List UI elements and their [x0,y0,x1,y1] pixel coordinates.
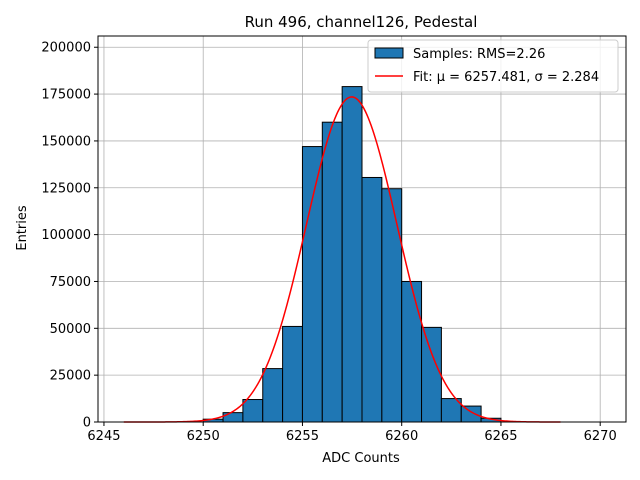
y-tick-label: 75000 [50,275,91,290]
x-tick-label: 6245 [87,429,120,444]
plot-frame [97,35,627,423]
legend-histogram-label: Samples: RMS=2.26 [413,47,545,62]
histogram-bar [301,146,323,423]
x-tick-label: 6270 [584,429,617,444]
histogram-bar [222,412,244,423]
legend-frame [367,39,619,93]
y-tick-label: 150000 [41,134,91,149]
y-axis-ticks: 0 25000 50000 75000 100000 125000 150000 175000… [41,41,98,431]
y-tick-label: 175000 [41,88,91,103]
histogram-bar [321,121,343,423]
x-tick-label: 6255 [286,429,319,444]
legend: Samples: RMS=2.26 Fit: μ = 6257.481, σ =… [367,39,619,93]
histogram-bars [202,86,502,423]
x-tick-label: 6260 [385,429,418,444]
y-tick-label: 200000 [41,41,91,56]
histogram-bar [262,368,284,423]
histogram-bar [421,326,442,423]
x-axis-ticks: 6245 6250 6255 6260 6265 6270 [87,422,617,444]
y-tick-label: 100000 [41,228,91,243]
x-axis-label: ADC Counts [322,451,400,466]
histogram-bar [341,86,363,423]
chart-title: Run 496, channel126, Pedestal [245,13,478,31]
fit-curve [123,96,561,423]
y-tick-label: 125000 [41,181,91,196]
x-tick-label: 6250 [187,429,220,444]
legend-fit-label: Fit: μ = 6257.481, σ = 2.284 [413,70,599,85]
y-tick-label: 25000 [50,369,91,384]
x-tick-label: 6265 [484,429,517,444]
y-axis-label: Entries [15,205,30,251]
histogram-bar [361,176,383,423]
legend-histogram-patch [374,47,404,59]
y-tick-label: 0 [83,416,91,431]
histogram-bar [381,188,403,423]
histogram-bar [242,399,264,423]
histogram-bar [460,405,482,423]
y-tick-label: 50000 [50,322,91,337]
histogram-bar [401,280,423,423]
histogram-bar [282,325,303,423]
